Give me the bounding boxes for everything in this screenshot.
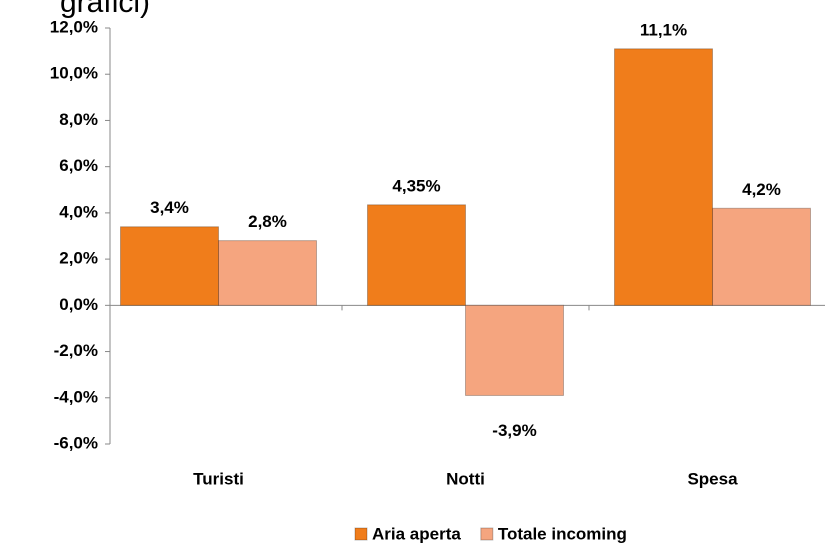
y-tick-label: 0,0% (59, 295, 98, 314)
y-tick-label: 10,0% (50, 64, 98, 83)
x-tick-label: Spesa (687, 469, 738, 488)
y-tick-label: 4,0% (59, 202, 98, 221)
bar (712, 207, 811, 306)
y-tick-label: 2,0% (59, 249, 98, 268)
bar (465, 304, 564, 396)
y-tick-label: 12,0% (50, 17, 98, 36)
bar (218, 240, 317, 306)
legend-label: Aria aperta (372, 524, 461, 543)
value-label: 4,35% (392, 176, 440, 195)
x-tick-label: Turisti (193, 469, 244, 488)
bar (367, 204, 466, 306)
chart-title: grafici) (60, 0, 150, 19)
value-label: 3,4% (150, 198, 189, 217)
value-label: 4,2% (742, 180, 781, 199)
x-tick-label: Notti (446, 469, 485, 488)
legend-swatch (480, 527, 494, 541)
bar (120, 226, 219, 306)
value-label: 11,1% (640, 20, 687, 39)
value-label: -3,9% (492, 421, 536, 440)
y-tick-label: 8,0% (59, 110, 98, 129)
y-tick-label: 6,0% (59, 156, 98, 175)
bar (614, 48, 713, 306)
y-tick-label: -2,0% (54, 341, 98, 360)
y-tick-label: -6,0% (54, 433, 98, 452)
legend-label: Totale incoming (498, 524, 627, 543)
legend-swatch (354, 527, 368, 541)
y-tick-label: -4,0% (54, 387, 98, 406)
value-label: 2,8% (248, 212, 287, 231)
